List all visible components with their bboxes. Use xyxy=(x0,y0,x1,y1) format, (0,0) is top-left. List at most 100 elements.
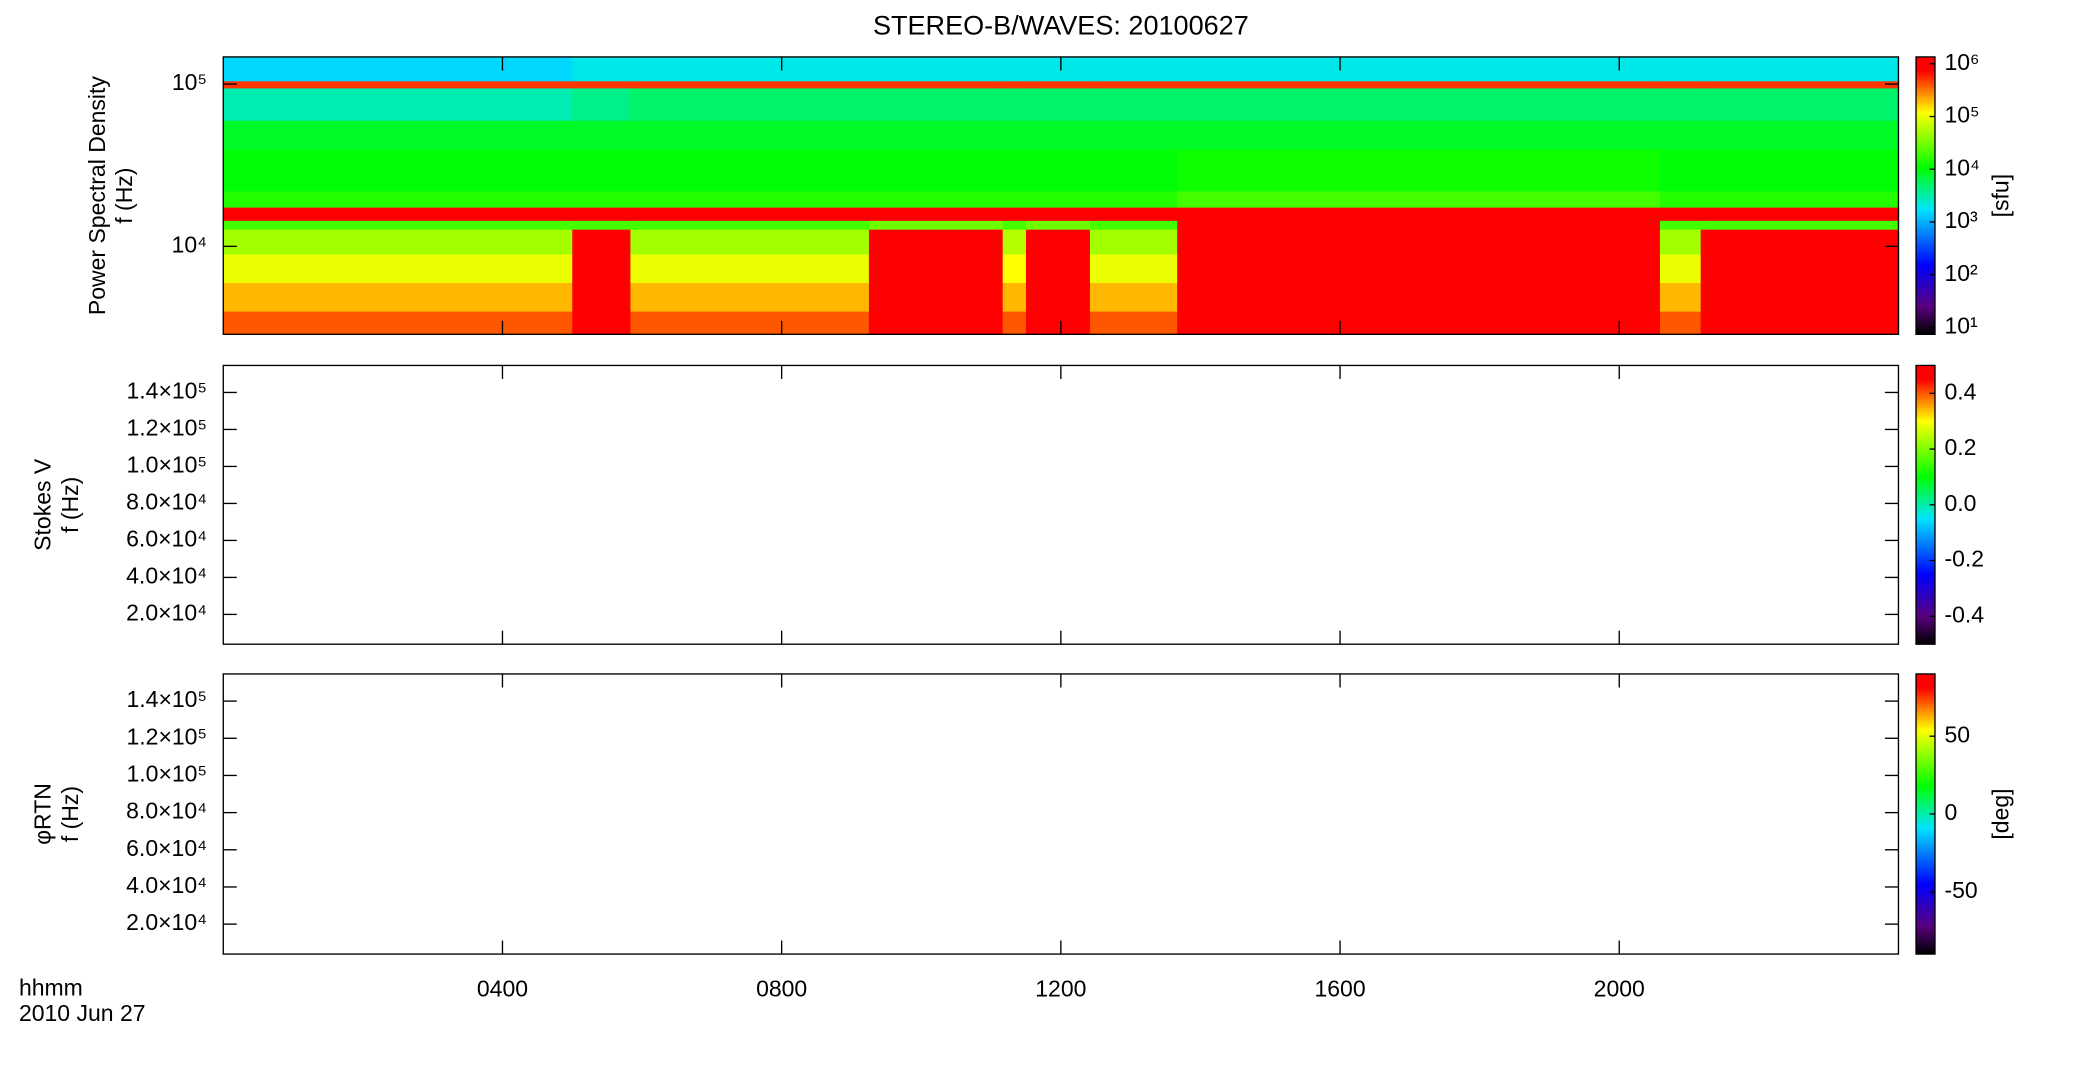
spectrogram-cell xyxy=(1700,228,1900,255)
spectrogram-cell xyxy=(630,120,870,150)
colorbar-tick-label: 10⁵ xyxy=(1944,102,1979,128)
spectrogram-cell xyxy=(223,206,573,221)
spectrogram-cell xyxy=(572,206,632,221)
spectrogram-cell xyxy=(1025,80,1091,89)
y-tick-label: 2.0×10⁴ xyxy=(126,909,207,935)
spectrogram-cell xyxy=(223,120,573,150)
spectrogram-cell xyxy=(1659,220,1702,230)
spectrogram-cell xyxy=(1089,87,1178,121)
colorbar-tick-label: 0 xyxy=(1944,799,1957,825)
y-axis-label: f (Hz) xyxy=(57,477,83,533)
spectrogram-cell xyxy=(1089,228,1178,255)
spectrogram-cell xyxy=(223,228,573,255)
spectrogram-cell xyxy=(1089,282,1178,312)
colorbar-tick-label: 0.0 xyxy=(1944,490,1976,516)
spectrogram-cell xyxy=(1025,253,1091,284)
spectrogram-cell xyxy=(1659,87,1702,121)
spectrogram-cell xyxy=(1700,190,1900,208)
chart-title: STEREO-B/WAVES: 20100627 xyxy=(873,10,1249,40)
spectrogram-cell xyxy=(1089,206,1178,221)
spectrogram-cell xyxy=(223,282,573,312)
y-axis-label: φRTN xyxy=(30,783,56,845)
spectrogram-cell xyxy=(572,87,632,121)
spectrogram-cell xyxy=(1659,190,1702,208)
spectrogram-cell xyxy=(223,80,573,89)
plot-frame xyxy=(222,673,1900,955)
spectrogram-cell xyxy=(1700,120,1900,150)
spectrogram-cell xyxy=(1025,190,1091,208)
spectrogram-cell xyxy=(1025,310,1091,336)
spectrogram-cell xyxy=(630,148,870,192)
spectrogram-cell xyxy=(1177,310,1661,336)
spectrogram-cell xyxy=(1659,80,1702,89)
colorbar-tick-label: 10¹ xyxy=(1944,313,1978,339)
x-tick-label: 0400 xyxy=(477,976,528,1002)
y-tick-label: 2.0×10⁴ xyxy=(126,599,207,625)
spectrogram-cell xyxy=(1177,56,1661,82)
colorbar-tick-label: -0.4 xyxy=(1944,601,1984,627)
spectrogram-cell xyxy=(868,228,1004,255)
spectrogram-cell xyxy=(1700,310,1900,336)
spectrogram-cell xyxy=(1659,56,1702,82)
spectrogram-cell xyxy=(630,253,870,284)
spectrogram-cell xyxy=(1177,80,1661,89)
spectrogram-cell xyxy=(572,253,632,284)
spectrogram-cell xyxy=(572,282,632,312)
spectrogram-cell xyxy=(572,120,632,150)
spectrogram-cell xyxy=(1177,282,1661,312)
spectrogram-cell xyxy=(630,190,870,208)
spectrogram-cell xyxy=(1002,190,1027,208)
spectrogram-cell xyxy=(223,190,573,208)
spectrogram-cell xyxy=(1089,310,1178,336)
colorbar-label: [deg] xyxy=(1988,788,2014,839)
spectrogram-cell xyxy=(868,190,1004,208)
spectrogram-cell xyxy=(1089,190,1178,208)
spectrogram-cell xyxy=(1700,282,1900,312)
y-tick-label: 10⁴ xyxy=(172,231,207,257)
colorbar xyxy=(1915,56,1936,336)
spectrogram-cell xyxy=(1002,310,1027,336)
spectrogram-cell xyxy=(1002,87,1027,121)
spectrogram-cell xyxy=(868,310,1004,336)
y-axis-label: f (Hz) xyxy=(111,168,137,224)
colorbar-tick-label: 10⁴ xyxy=(1944,154,1979,180)
spectrogram-cell xyxy=(1025,220,1091,230)
spectrogram-cell xyxy=(1659,228,1702,255)
spectrogram-cell xyxy=(1025,120,1091,150)
spectrogram-cell xyxy=(572,228,632,255)
spectrogram-cell xyxy=(572,190,632,208)
y-tick-label: 1.2×10⁵ xyxy=(126,723,207,749)
spectrogram-cell xyxy=(1177,190,1661,208)
x-tick-label: 1200 xyxy=(1035,976,1086,1002)
colorbar-tick-label: 0.2 xyxy=(1944,434,1976,460)
spectrogram-cell xyxy=(1025,87,1091,121)
spectrogram-cell xyxy=(1700,206,1900,221)
spectrogram-cell xyxy=(1025,228,1091,255)
spectrogram-cell xyxy=(1089,80,1178,89)
plot-frame xyxy=(222,364,1900,645)
colorbar-tick-label: 50 xyxy=(1944,721,1970,747)
spectrogram-cell xyxy=(1002,148,1027,192)
y-tick-label: 1.0×10⁵ xyxy=(126,761,207,787)
spectrogram-cell xyxy=(223,310,573,336)
spectrogram-cell xyxy=(868,120,1004,150)
colorbar-tick-label: 10² xyxy=(1944,260,1978,286)
y-tick-label: 6.0×10⁴ xyxy=(126,835,207,861)
spectrogram-cell xyxy=(1700,80,1900,89)
spectrogram-cell xyxy=(1002,120,1027,150)
spectrogram-cell xyxy=(223,87,573,121)
spectrogram-cell xyxy=(1659,148,1702,192)
spectrogram-cell xyxy=(572,80,632,89)
spectrogram-cell xyxy=(1659,310,1702,336)
spectrogram-cell xyxy=(1177,148,1661,192)
spectrogram-cell xyxy=(1002,282,1027,312)
spectrogram-cell xyxy=(223,253,573,284)
y-tick-label: 4.0×10⁴ xyxy=(126,562,207,588)
y-tick-label: 8.0×10⁴ xyxy=(126,489,207,515)
spectrogram-cell xyxy=(1177,228,1661,255)
spectrogram-cell xyxy=(630,80,870,89)
spectrogram-cell xyxy=(1002,206,1027,221)
y-tick-label: 4.0×10⁴ xyxy=(126,872,207,898)
x-tick-label: 0800 xyxy=(756,976,807,1002)
